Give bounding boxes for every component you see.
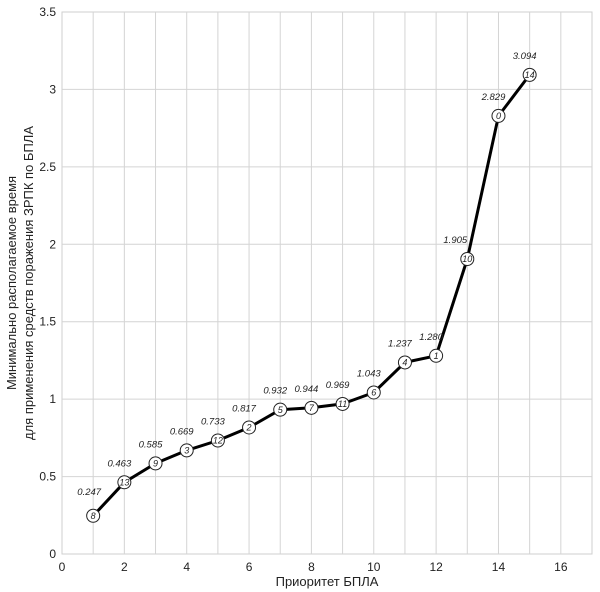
grid-lines [62,12,592,554]
data-point: 3 0.669 [170,426,194,458]
y-tick-label: 0 [49,547,56,561]
data-value-label: 1.905 [443,235,467,246]
point-id-label: 12 [213,436,223,446]
x-tick-label: 2 [121,560,128,574]
data-point: 8 0.247 [77,487,102,523]
data-point: 13 0.463 [107,458,132,490]
x-tick-label: 6 [246,560,253,574]
point-marker [397,355,412,370]
x-tick-label: 8 [308,560,315,574]
data-point: 1 1.280 [419,332,444,363]
data-point: 5 0.932 [263,386,288,417]
point-marker [148,456,163,471]
data-value-label: 1.280 [419,332,443,343]
point-marker [429,348,444,363]
data-point: 4 1.237 [388,338,413,370]
y-tick-label: 1.5 [39,315,56,329]
data-point: 10 1.905 [443,235,475,266]
data-value-label: 0.932 [263,386,287,397]
data-value-label: 0.944 [295,384,319,395]
point-marker [460,251,475,266]
y-tick-label: 0.5 [39,470,56,484]
point-marker [86,508,101,523]
point-marker [335,396,350,411]
x-tick-label: 4 [183,560,190,574]
y-tick-label: 1 [49,392,56,406]
data-point: 0 2.829 [481,92,506,123]
data-value-label: 1.237 [388,338,412,349]
point-id-label: 14 [525,70,535,80]
point-id-label: 8 [91,511,96,521]
data-value-label: 0.733 [201,416,225,427]
point-marker [366,385,381,400]
point-marker [522,67,537,82]
data-value-label: 0.969 [326,380,350,391]
y-tick-label: 2.5 [39,160,56,174]
point-marker [491,108,506,123]
data-point: 2 0.817 [232,403,257,435]
point-marker [242,420,257,435]
x-axis-title: Приоритет БПЛА [276,574,379,589]
data-point: 11 0.969 [326,380,350,411]
point-id-label: 4 [402,358,407,368]
data-point: 9 0.585 [139,439,163,471]
y-tick-label: 3 [49,82,56,96]
point-marker [273,402,288,417]
data-point: 6 1.043 [357,368,381,400]
point-marker [117,475,132,490]
point-id-label: 7 [309,403,315,413]
data-value-label: 0.817 [232,403,256,414]
point-marker [179,443,194,458]
data-point: 12 0.733 [201,416,225,448]
y-axis-tick-labels: 0 0.5 1 1.5 2 2.5 3 3.5 [39,5,56,561]
data-value-label: 2.829 [481,92,506,103]
point-id-label: 3 [184,446,189,456]
point-id-label: 0 [496,111,501,121]
point-id-label: 1 [434,351,439,361]
data-point: 7 0.944 [295,384,319,415]
y-axis-title-line-2: для применения средств поражения ЗРПК по… [21,126,36,440]
y-axis-title-line-1: Минимально располагаемое время [4,176,19,390]
point-id-label: 5 [278,405,284,415]
data-value-label: 0.669 [170,426,194,437]
point-id-label: 2 [246,423,252,433]
data-value-label: 0.463 [107,458,131,469]
point-id-label: 11 [338,399,347,409]
y-tick-label: 2 [49,237,56,251]
data-value-label: 0.585 [139,439,163,450]
y-tick-label: 3.5 [39,5,56,19]
point-id-label: 9 [153,459,158,469]
x-tick-label: 0 [59,560,66,574]
point-id-label: 13 [119,478,129,488]
point-id-label: 6 [371,388,376,398]
data-value-label: 0.247 [77,487,101,498]
x-tick-label: 10 [367,560,381,574]
data-points: 8 0.247 13 0.463 9 0.585 3 0.669 12 0.733 2 0.817 5 0… [77,51,537,523]
point-marker [304,400,319,415]
x-tick-label: 16 [554,560,568,574]
point-id-label: 10 [462,254,472,264]
x-tick-label: 14 [492,560,506,574]
point-marker [210,433,225,448]
data-value-label: 1.043 [357,368,381,379]
data-value-label: 3.094 [513,51,537,62]
data-point: 14 3.094 [513,51,537,82]
x-tick-label: 12 [429,560,443,574]
x-axis-tick-labels: 0 2 4 6 8 10 12 14 16 [59,560,568,574]
